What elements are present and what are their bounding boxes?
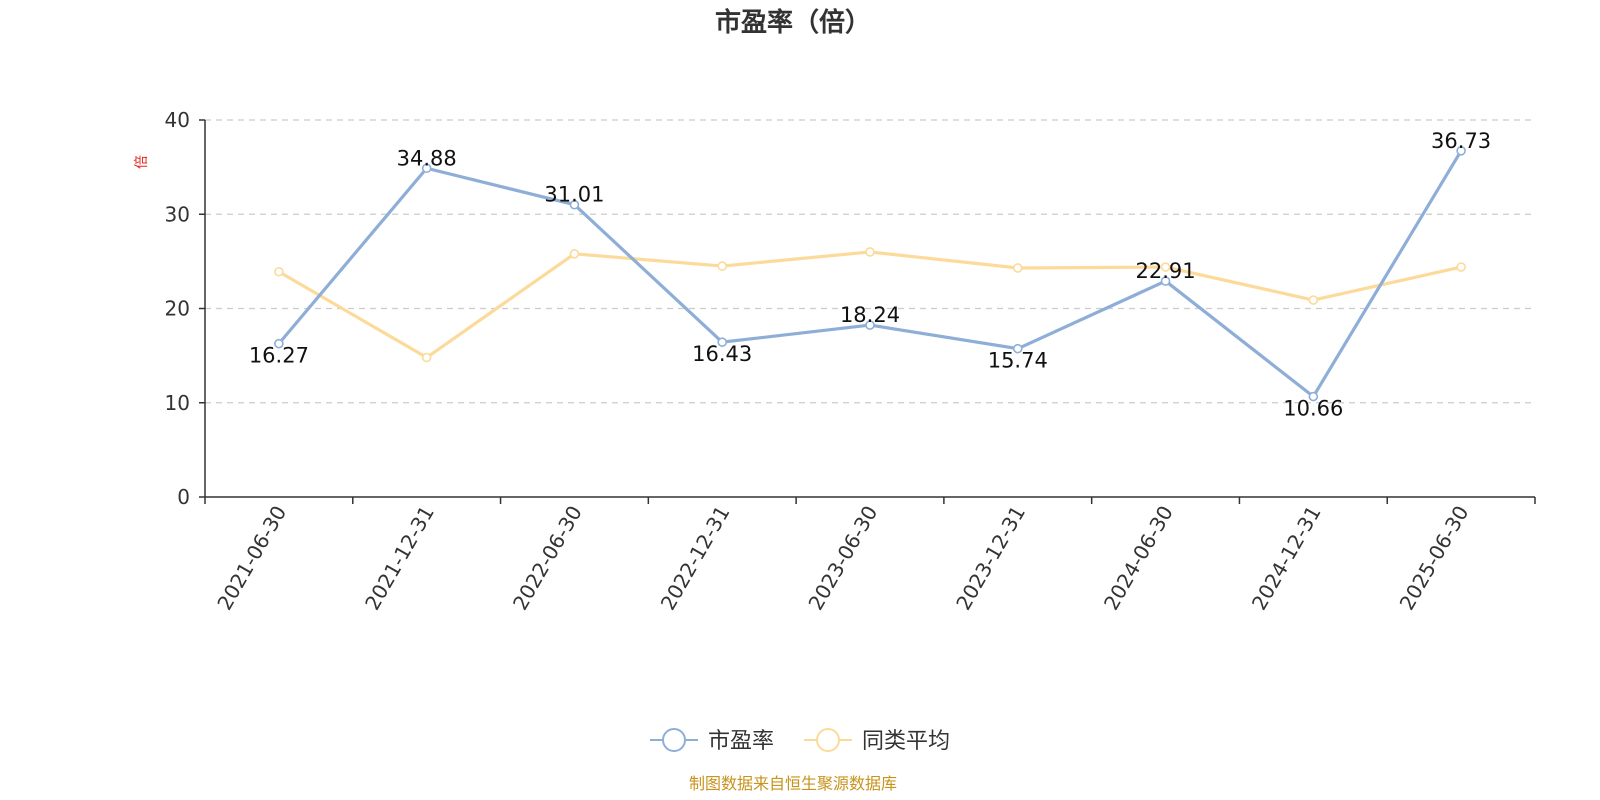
y-tick-label: 0 bbox=[177, 485, 190, 509]
legend[interactable]: 市盈率 同类平均 bbox=[650, 728, 950, 754]
y-axis-label: 倍 bbox=[134, 155, 150, 169]
data-point bbox=[865, 247, 875, 257]
x-tick-label: 2023-12-31 bbox=[951, 502, 1030, 615]
data-point bbox=[1456, 146, 1466, 156]
series-line bbox=[277, 149, 1463, 399]
legend-item-pe-ratio[interactable]: 市盈率 bbox=[650, 728, 774, 754]
x-tick-label: 2022-12-31 bbox=[656, 502, 735, 615]
legend-marker bbox=[662, 728, 686, 752]
y-tick-label: 20 bbox=[165, 297, 190, 321]
series-peer-average bbox=[274, 247, 1466, 363]
data-label: 36.73 bbox=[1431, 129, 1491, 153]
x-tick-label: 2023-06-30 bbox=[803, 502, 882, 615]
series-lines bbox=[274, 146, 1466, 402]
axes bbox=[199, 119, 1536, 504]
data-point bbox=[1160, 276, 1171, 286]
data-point bbox=[1308, 295, 1319, 305]
series-pe-ratio bbox=[274, 146, 1466, 402]
data-label: 34.88 bbox=[397, 146, 457, 170]
data-point bbox=[274, 338, 284, 349]
data-point bbox=[421, 352, 432, 363]
data-point bbox=[274, 266, 284, 277]
x-tick-label: 2021-12-31 bbox=[360, 501, 439, 614]
y-tick-label: 10 bbox=[165, 391, 190, 415]
x-tick-label: 2025-06-30 bbox=[1395, 502, 1474, 615]
x-tick-labels: 2021-06-30 2021-12-31 2022-06-30 2022-12-31… bbox=[212, 501, 1473, 614]
data-point bbox=[1456, 262, 1466, 272]
chart-title: 市盈率（倍） bbox=[715, 7, 871, 38]
data-point bbox=[421, 163, 432, 174]
data-point bbox=[1308, 391, 1319, 402]
y-tick-labels: 0 10 20 30 40 bbox=[165, 108, 190, 509]
legend-item-peer-average[interactable]: 同类平均 bbox=[804, 728, 950, 754]
legend-label: 同类平均 bbox=[862, 729, 950, 754]
data-label: 31.01 bbox=[544, 183, 604, 207]
data-point bbox=[1012, 343, 1023, 354]
data-labels: 16.27 34.88 31.01 16.43 18.24 15.74 22.91 10.66… bbox=[249, 129, 1491, 421]
x-tick-label: 2022-06-30 bbox=[508, 502, 587, 615]
data-label: 16.27 bbox=[249, 344, 309, 368]
data-point bbox=[865, 320, 875, 330]
legend-label: 市盈率 bbox=[708, 729, 774, 754]
x-tick-label: 2021-06-30 bbox=[212, 502, 291, 615]
legend-marker bbox=[816, 728, 840, 752]
x-tick-label: 2024-06-30 bbox=[1099, 502, 1178, 615]
data-point bbox=[1012, 263, 1023, 273]
y-tick-label: 40 bbox=[165, 108, 190, 132]
data-point bbox=[717, 261, 728, 271]
data-point bbox=[569, 249, 580, 259]
data-label: 18.24 bbox=[840, 303, 900, 327]
data-point bbox=[717, 337, 728, 347]
gridlines bbox=[205, 119, 1535, 404]
x-tick-label: 2024-12-31 bbox=[1247, 502, 1326, 615]
source-note: 制图数据来自恒生聚源数据库 bbox=[689, 774, 897, 793]
y-tick-label: 30 bbox=[165, 202, 190, 226]
data-label: 22.91 bbox=[1135, 259, 1195, 283]
data-label: 16.43 bbox=[692, 342, 752, 366]
data-label: 15.74 bbox=[988, 349, 1048, 373]
data-label: 10.66 bbox=[1283, 397, 1343, 421]
data-point bbox=[569, 199, 580, 210]
data-point bbox=[1160, 262, 1171, 272]
